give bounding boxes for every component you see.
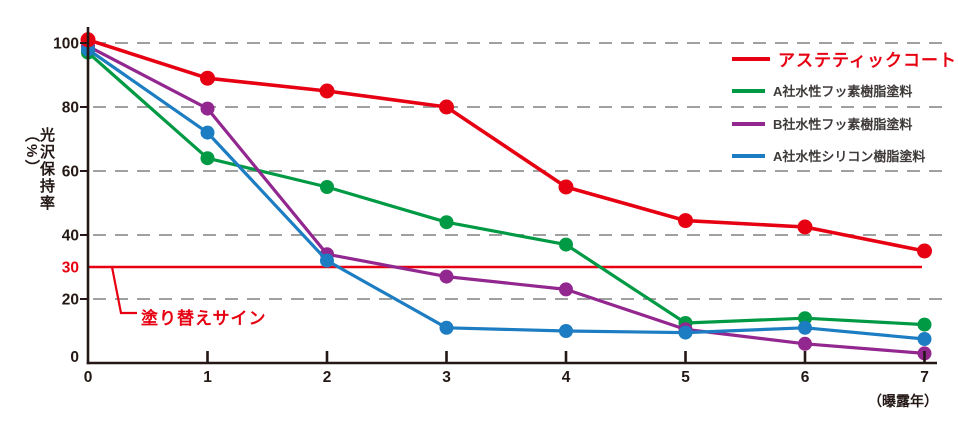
legend-label: A社水性シリコン樹脂塗料 [773,149,926,164]
x-tick-label-6: 6 [801,369,810,386]
data-point-s1-x6 [798,311,812,326]
y-axis-title: 光沢保持率（%） [23,127,55,212]
legend-line-swatch-green [732,88,765,93]
legend-label: B社水性フッ素樹脂塗料 [773,117,913,132]
series-line-2 [87,44,925,355]
x-tick-label-0: 0 [84,369,93,386]
legend-item-a-fluorine: A社水性フッ素樹脂塗料 [732,81,912,100]
data-point-s0-x2 [319,83,335,99]
series-line-0 [87,38,925,253]
data-point-s3-x5 [678,325,693,340]
data-point-s3-x1 [200,125,215,140]
data-point-s2-x3 [439,269,454,284]
threshold-leader-line [110,266,137,315]
legend-item-a-silicone: A社水性シリコン樹脂塗料 [732,146,925,165]
data-point-s1-x7 [917,317,932,332]
legend-line-swatch-red [732,56,770,61]
x-tick-label-4: 4 [562,369,571,386]
y-tick-label-0: 0 [70,349,79,366]
x-axis-title: （曝露年） [868,393,938,409]
y-tick-label-80: 80 [62,100,79,117]
legend-label: アステティックコート [778,51,957,70]
y-tick-label-40: 40 [62,228,79,245]
x-tick-label-7: 7 [920,369,929,386]
y-tick-label-60: 60 [62,164,79,181]
legend-line-swatch-blue [732,153,765,158]
legend-item-astetic-coat: アステティックコート [732,46,957,71]
data-point-s2-x6 [798,336,812,351]
y-tick-label-20: 20 [62,292,79,309]
data-point-s2-x1 [200,101,215,116]
data-point-s0-x7 [917,243,932,259]
legend-item-b-fluorine: B社水性フッ素樹脂塗料 [732,114,912,133]
data-point-s3-x7 [917,332,932,346]
data-point-s3-x4 [559,324,573,338]
data-point-s0-x5 [678,213,693,229]
series-line-3 [87,48,925,341]
data-point-s0-x1 [200,70,215,86]
data-point-s1-x4 [559,237,573,252]
data-point-s2-x4 [559,282,573,297]
data-point-s0-x4 [558,179,574,195]
data-point-s1-x1 [200,151,215,166]
x-tick-label-3: 3 [442,369,451,386]
threshold-tick-label: 30 [62,260,79,277]
data-point-s1-x3 [439,215,454,230]
y-tick-label-100: 100 [53,36,79,53]
data-point-s3-x2 [320,253,334,268]
data-point-s3-x6 [798,320,812,335]
series-line-1 [86,51,925,327]
data-point-s3-x3 [439,320,454,335]
data-point-s0-x3 [439,99,454,115]
data-point-s1-x2 [320,180,334,194]
x-tick-label-5: 5 [681,369,690,386]
x-tick-label-2: 2 [323,369,332,386]
data-point-s0-x6 [797,219,813,235]
legend-label: A社水性フッ素樹脂塗料 [773,84,913,99]
legend-line-swatch-purple [732,121,765,126]
x-tick-label-1: 1 [203,369,212,386]
repaint-sign-annotation: 塗り替えサイン [141,309,267,328]
